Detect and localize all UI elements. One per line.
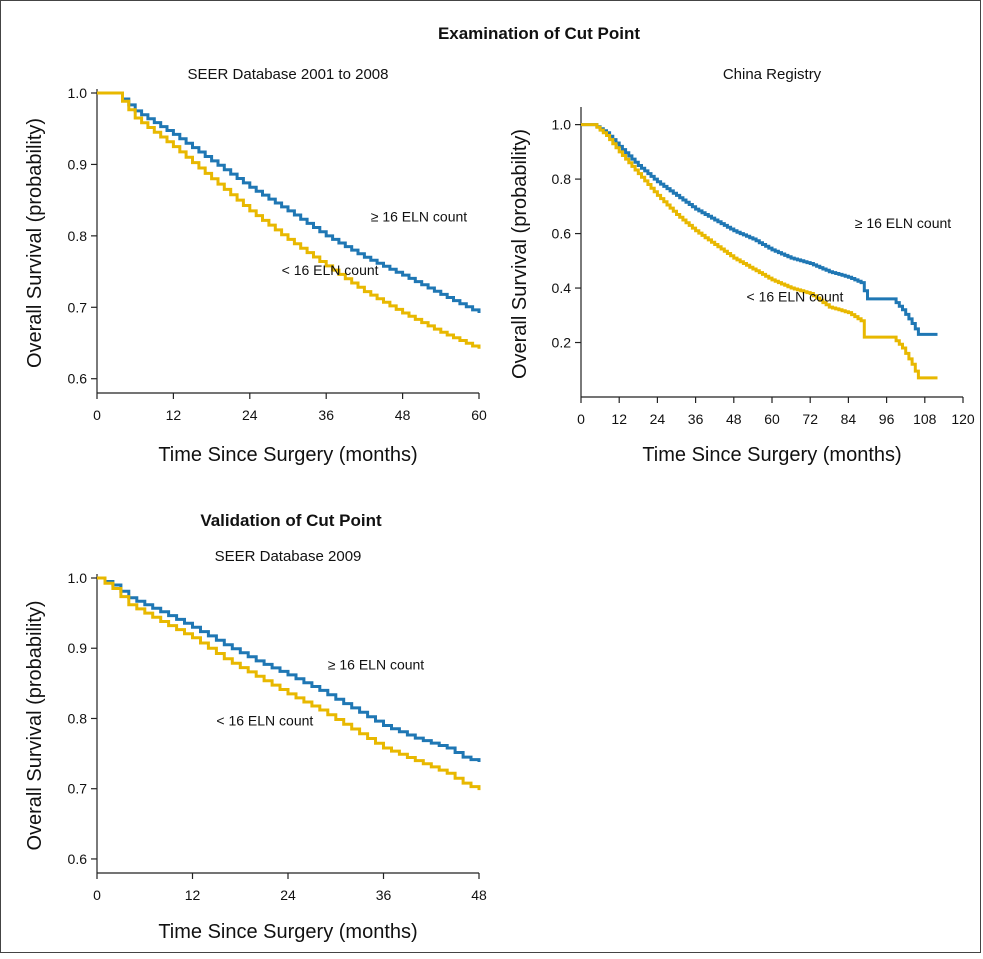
chart-title: China Registry (723, 66, 822, 83)
x-tick-label: 36 (688, 411, 704, 427)
x-tick-label: 24 (280, 887, 296, 903)
y-tick-label: 1.0 (552, 117, 572, 133)
survival-curve-high-eln (97, 576, 481, 762)
survival-curve-low-eln (97, 91, 481, 349)
survival-curve-low-eln (581, 123, 938, 380)
x-tick-label: 0 (93, 887, 101, 903)
y-tick-label: 0.7 (68, 299, 88, 315)
validation-heading: Validation of Cut Point (200, 511, 382, 530)
chart-title: SEER Database 2001 to 2008 (188, 66, 389, 83)
x-tick-label: 36 (318, 407, 334, 423)
x-tick-label: 24 (242, 407, 258, 423)
x-axis-label: Time Since Surgery (months) (158, 444, 417, 466)
x-tick-label: 108 (913, 411, 937, 427)
panel-china-registry: China Registry 0 12 24 36 48 60 72 84 96 108 120 0.2… (509, 66, 975, 466)
curve-annotation: < 16 ELN count (216, 713, 313, 729)
y-tick-label: 0.7 (68, 781, 88, 797)
x-tick-label: 0 (93, 407, 101, 423)
y-tick-label: 0.6 (68, 371, 88, 387)
survival-curve-high-eln (97, 91, 481, 313)
y-tick-label: 0.9 (68, 640, 88, 656)
y-tick-label: 0.2 (552, 335, 572, 351)
x-tick-label: 12 (185, 887, 201, 903)
curve-annotation: ≥ 16 ELN count (855, 215, 952, 231)
y-tick-label: 1.0 (68, 85, 88, 101)
x-tick-label: 60 (471, 407, 487, 423)
x-axis-label: Time Since Surgery (months) (158, 921, 417, 943)
y-tick-label: 0.6 (552, 226, 572, 242)
panel-seer-2001-2008: SEER Database 2001 to 2008 0 12 24 36 48 60 0.6… (24, 66, 487, 466)
x-tick-label: 12 (611, 411, 627, 427)
y-tick-label: 0.8 (552, 171, 572, 187)
x-tick-label: 48 (395, 407, 411, 423)
chart-title: SEER Database 2009 (215, 548, 362, 565)
examination-heading: Examination of Cut Point (438, 24, 640, 43)
x-tick-label: 48 (726, 411, 742, 427)
y-axis-label: Overall Survival (probability) (24, 118, 46, 368)
survival-curve-high-eln (581, 123, 938, 336)
x-tick-label: 24 (650, 411, 666, 427)
curve-annotation: < 16 ELN count (282, 262, 379, 278)
x-tick-label: 72 (802, 411, 818, 427)
y-axis-label: Overall Survival (probability) (509, 129, 531, 379)
panel-seer-2009: SEER Database 2009 0 12 24 36 48 0.6 0.7 0.8 0.9 1… (24, 548, 487, 943)
x-tick-label: 48 (471, 887, 487, 903)
y-tick-label: 0.9 (68, 156, 88, 172)
y-tick-label: 0.8 (68, 228, 88, 244)
curve-annotation: ≥ 16 ELN count (328, 656, 425, 672)
y-tick-label: 0.4 (552, 280, 572, 296)
x-tick-label: 96 (879, 411, 895, 427)
x-tick-label: 36 (376, 887, 392, 903)
y-tick-label: 0.8 (68, 710, 88, 726)
y-tick-label: 0.6 (68, 851, 88, 867)
survival-curve-low-eln (97, 576, 481, 791)
x-tick-label: 84 (841, 411, 857, 427)
y-axis-label: Overall Survival (probability) (24, 600, 46, 850)
x-tick-label: 120 (951, 411, 975, 427)
x-tick-label: 12 (166, 407, 182, 423)
y-tick-label: 1.0 (68, 570, 88, 586)
curve-annotation: < 16 ELN count (747, 289, 844, 305)
x-tick-label: 0 (577, 411, 585, 427)
curve-annotation: ≥ 16 ELN count (371, 209, 468, 225)
x-tick-label: 60 (764, 411, 780, 427)
x-axis-label: Time Since Surgery (months) (642, 444, 901, 466)
